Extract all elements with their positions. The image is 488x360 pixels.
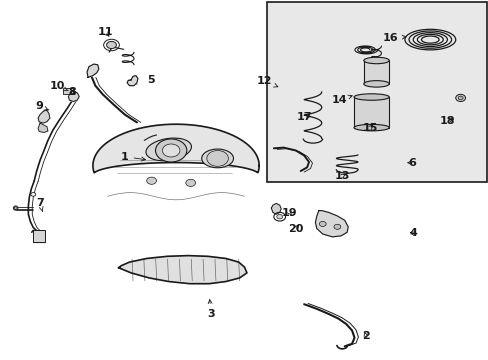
Circle shape — [31, 193, 36, 196]
Ellipse shape — [363, 81, 388, 87]
Bar — [363, 60, 388, 84]
Circle shape — [155, 139, 186, 162]
Ellipse shape — [13, 206, 18, 210]
Text: 15: 15 — [362, 123, 377, 133]
Text: 8: 8 — [68, 87, 76, 97]
Circle shape — [276, 215, 282, 219]
Circle shape — [206, 150, 228, 166]
Circle shape — [457, 96, 462, 100]
Bar — [353, 97, 388, 128]
Text: 9: 9 — [35, 101, 48, 111]
Polygon shape — [315, 211, 347, 237]
Polygon shape — [271, 203, 281, 214]
Ellipse shape — [353, 94, 388, 100]
Text: 14: 14 — [331, 95, 351, 105]
Text: 4: 4 — [408, 228, 416, 238]
Bar — [62, 88, 73, 94]
Text: 12: 12 — [256, 76, 277, 87]
Text: 13: 13 — [334, 171, 349, 181]
Circle shape — [146, 177, 156, 184]
Polygon shape — [87, 64, 99, 77]
Polygon shape — [68, 91, 79, 102]
Circle shape — [333, 224, 340, 229]
Polygon shape — [93, 124, 259, 173]
Text: 5: 5 — [146, 75, 154, 85]
Polygon shape — [38, 123, 48, 132]
Polygon shape — [127, 76, 138, 86]
Text: 19: 19 — [282, 208, 297, 218]
Text: 20: 20 — [287, 224, 303, 234]
Circle shape — [185, 179, 195, 186]
Text: 7: 7 — [36, 198, 44, 211]
Ellipse shape — [14, 207, 17, 210]
Text: 2: 2 — [361, 330, 369, 341]
Circle shape — [106, 41, 116, 49]
Ellipse shape — [145, 138, 191, 161]
Circle shape — [455, 94, 465, 102]
Text: 6: 6 — [407, 158, 415, 168]
Circle shape — [319, 221, 325, 226]
Text: 18: 18 — [439, 116, 454, 126]
Text: 11: 11 — [98, 27, 113, 37]
Text: 3: 3 — [207, 300, 215, 319]
Bar — [266, 2, 486, 182]
Ellipse shape — [201, 149, 233, 168]
Ellipse shape — [363, 57, 388, 64]
Bar — [33, 230, 45, 242]
Text: 1: 1 — [121, 152, 145, 162]
Polygon shape — [38, 110, 50, 123]
Text: 10: 10 — [50, 81, 68, 91]
Text: 17: 17 — [296, 112, 311, 122]
Text: 16: 16 — [382, 33, 405, 43]
Ellipse shape — [353, 124, 388, 131]
Circle shape — [162, 144, 180, 157]
Polygon shape — [118, 256, 246, 284]
